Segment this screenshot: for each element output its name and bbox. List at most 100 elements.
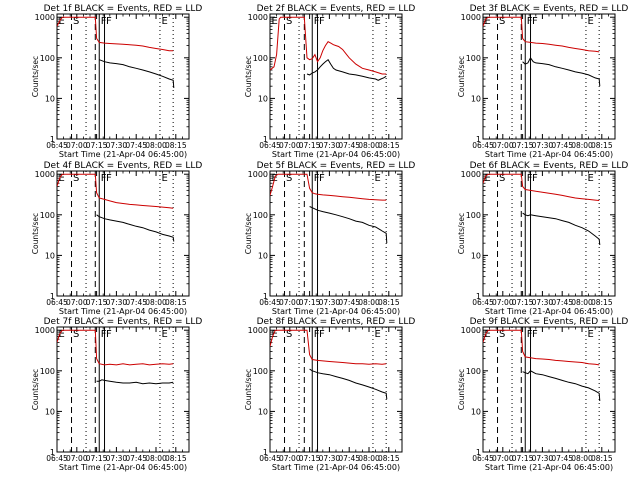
x-tick-label: 07:45 [125, 454, 147, 463]
event-marker-label: E [272, 329, 278, 340]
chart-title: Det 4f BLACK = Events, RED = LLD [44, 161, 203, 171]
y-tick-label: 1000 [248, 13, 268, 22]
y-tick-label: 10 [258, 407, 268, 416]
chart-panel: Det 6f BLACK = Events, RED = LLD 1 10 100 10… [457, 161, 628, 316]
y-tick-label: 100 [40, 211, 55, 220]
lld-series-line [57, 329, 174, 366]
y-axis-label: Counts/sec [31, 56, 40, 97]
plot-frame [56, 326, 190, 453]
y-tick-label: 100 [466, 211, 481, 220]
x-tick-label: 08:15 [378, 141, 400, 150]
x-tick-label: 07:30 [532, 454, 554, 463]
event-marker-label: F [314, 329, 320, 340]
events-series-line [309, 368, 388, 400]
y-tick-label: 100 [40, 54, 55, 63]
x-axis-label: Start Time (21-Apr-04 06:45:00) [485, 150, 613, 159]
y-tick-label: 1000 [248, 170, 268, 179]
event-marker-label: E [587, 329, 593, 340]
chart-panel: Det 8f BLACK = Events, RED = LLD 1 10 100 10… [244, 317, 415, 472]
event-marker-label: E [374, 16, 380, 27]
x-tick-label: 07:15 [86, 141, 108, 150]
lld-series-line [483, 16, 600, 53]
event-marker-label: S [286, 173, 292, 184]
x-tick-label: 07:15 [512, 454, 534, 463]
plot-frame [56, 170, 190, 297]
event-marker-label: F [314, 173, 320, 184]
x-tick-label: 07:30 [532, 298, 554, 307]
event-marker-label: F [106, 173, 112, 184]
lld-series-line [270, 173, 387, 201]
y-tick-label: 1000 [461, 13, 481, 22]
x-tick-label: 07:45 [125, 141, 147, 150]
y-tick-label: 1 [476, 135, 481, 144]
events-series-line [309, 206, 388, 244]
x-tick-label: 08:00 [145, 454, 167, 463]
y-tick-label: 1 [476, 292, 481, 301]
event-marker-label: S [286, 16, 292, 27]
events-series-line [522, 56, 601, 87]
event-marker-label: F [101, 16, 107, 27]
x-tick-label: 08:00 [571, 141, 593, 150]
x-tick-label: 07:00 [279, 141, 301, 150]
x-tick-label: 08:00 [358, 454, 380, 463]
y-tick-label: 10 [45, 251, 55, 260]
y-tick-label: 100 [253, 54, 268, 63]
x-axis-label: Start Time (21-Apr-04 06:45:00) [272, 463, 400, 472]
event-marker-label: F [106, 16, 112, 27]
plot-frame [56, 13, 190, 140]
y-tick-label: 1000 [248, 326, 268, 335]
y-tick-label: 1000 [35, 170, 55, 179]
event-marker-label: E [59, 16, 65, 27]
y-tick-label: 100 [253, 367, 268, 376]
x-tick-label: 06:45 [259, 454, 281, 463]
x-tick-label: 07:45 [338, 298, 360, 307]
events-series-line [96, 379, 174, 385]
y-tick-label: 1000 [35, 13, 55, 22]
x-axis-label: Start Time (21-Apr-04 06:45:00) [59, 463, 187, 472]
lld-series-line [57, 16, 174, 52]
chart-panel: Det 7f BLACK = Events, RED = LLD 1 10 100 10… [31, 317, 202, 472]
chart-panel: Det 1f BLACK = Events, RED = LLD 1 10 100 10… [31, 4, 202, 159]
lld-series-line [270, 329, 387, 365]
event-marker-label: F [101, 329, 107, 340]
event-marker-label: E [374, 329, 380, 340]
lld-series-line [270, 16, 387, 75]
x-tick-label: 07:45 [551, 141, 573, 150]
y-tick-label: 100 [40, 367, 55, 376]
x-axis-label: Start Time (21-Apr-04 06:45:00) [272, 150, 400, 159]
chart-title: Det 9f BLACK = Events, RED = LLD [470, 317, 629, 327]
y-tick-label: 1000 [461, 170, 481, 179]
x-tick-label: 06:45 [472, 454, 494, 463]
event-marker-label: E [161, 16, 167, 27]
event-marker-label: E [272, 16, 278, 27]
x-tick-label: 07:45 [551, 298, 573, 307]
x-tick-label: 07:30 [319, 298, 341, 307]
x-tick-label: 07:00 [492, 454, 514, 463]
y-tick-label: 10 [45, 94, 55, 103]
x-tick-label: 08:15 [165, 454, 187, 463]
chart-panel: Det 3f BLACK = Events, RED = LLD 1 10 100 10… [457, 4, 628, 159]
x-tick-label: 07:00 [66, 454, 88, 463]
lld-series-line [483, 329, 600, 366]
x-tick-label: 08:00 [145, 298, 167, 307]
y-tick-label: 1 [50, 135, 55, 144]
x-tick-label: 07:45 [125, 298, 147, 307]
event-marker-label: S [286, 329, 292, 340]
y-tick-label: 1000 [35, 326, 55, 335]
y-axis-label: Counts/sec [244, 213, 253, 254]
x-tick-label: 07:00 [492, 141, 514, 150]
plot-frame [269, 13, 403, 140]
plot-frame [482, 326, 616, 453]
x-tick-label: 07:30 [532, 141, 554, 150]
event-marker-label: F [101, 173, 107, 184]
x-tick-label: 07:15 [86, 298, 108, 307]
x-tick-label: 07:30 [106, 141, 128, 150]
events-series-line [306, 58, 387, 81]
chart-panel: Det 5f BLACK = Events, RED = LLD 1 10 100 10… [244, 161, 415, 316]
y-tick-label: 10 [45, 407, 55, 416]
event-marker-label: E [485, 16, 491, 27]
event-marker-label: F [314, 16, 320, 27]
event-marker-label: E [161, 329, 167, 340]
event-marker-label: F [532, 173, 538, 184]
